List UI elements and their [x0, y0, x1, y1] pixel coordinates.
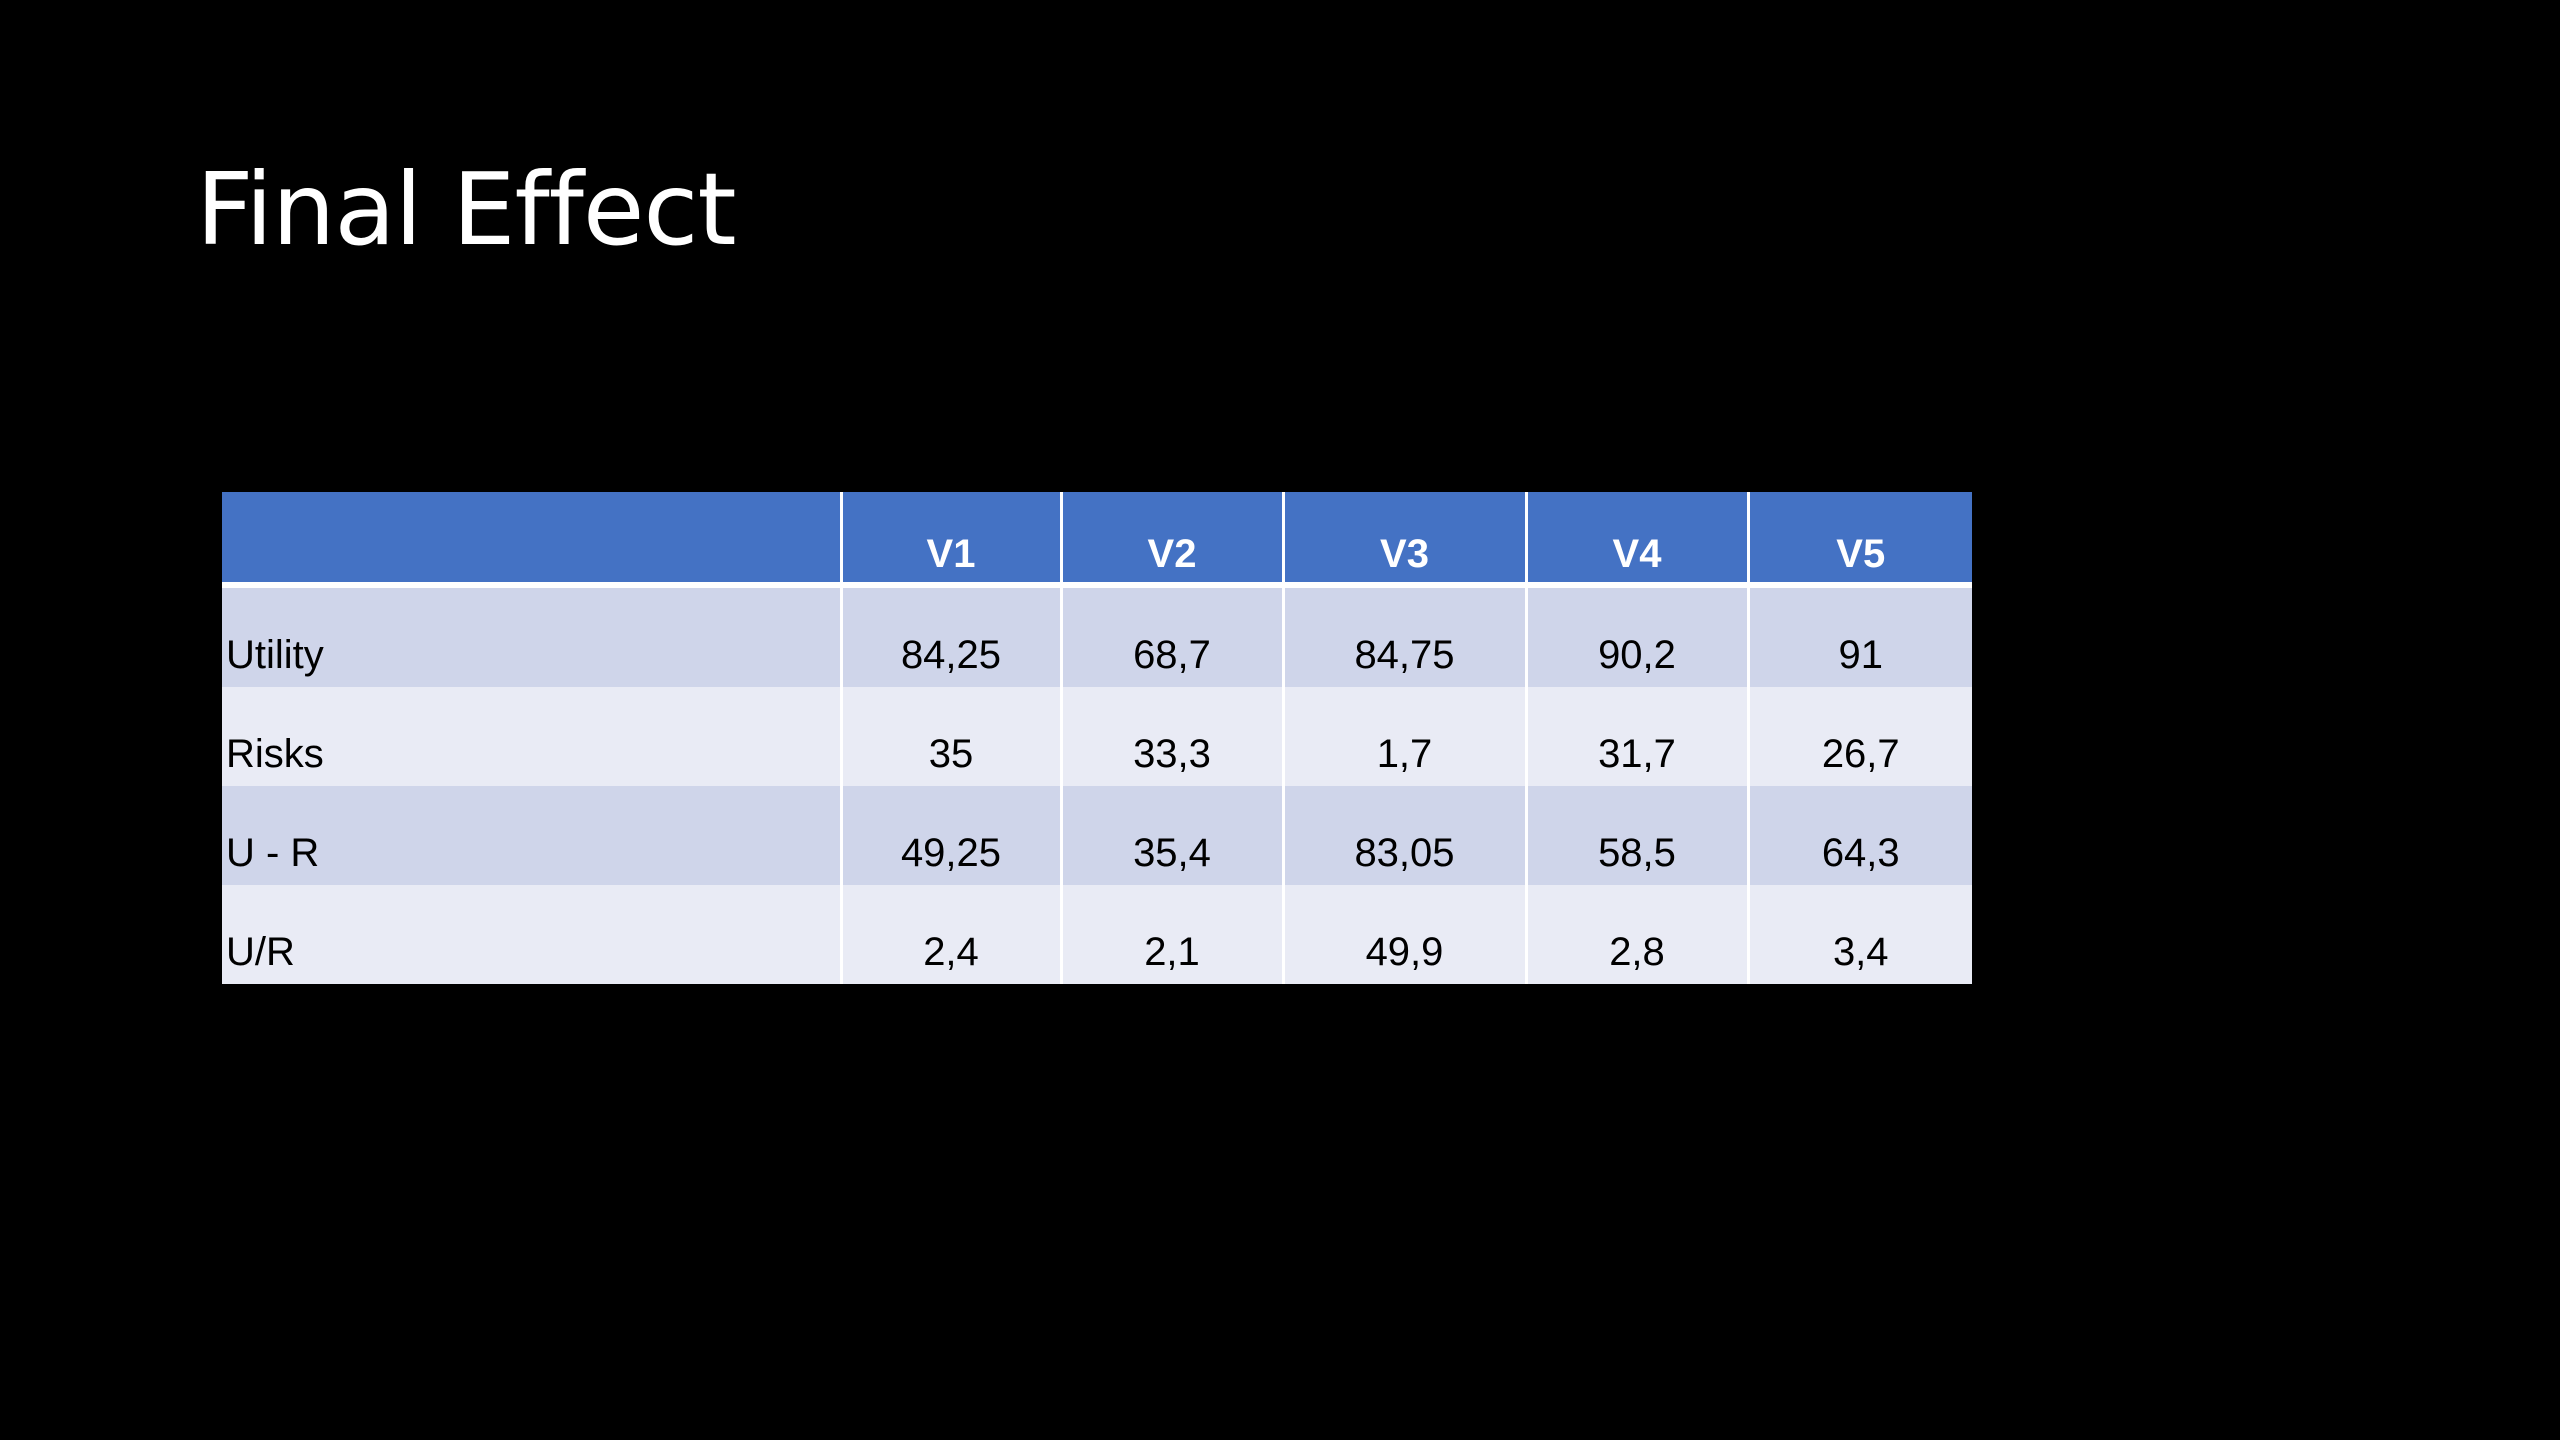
header-cell-v4: V4	[1526, 492, 1750, 588]
table-cell: 2,8	[1526, 885, 1750, 984]
table-cell: 2,1	[1061, 885, 1285, 984]
table-row-risks: Risks 35 33,3 1,7 31,7 26,7	[222, 687, 1972, 786]
header-cell-v5: V5	[1748, 492, 1972, 588]
row-label: Risks	[222, 687, 843, 786]
table-cell: 26,7	[1748, 687, 1972, 786]
table-cell: 1,7	[1283, 687, 1528, 786]
results-table: V1 V2 V3 V4 V5 Utility 84,25 68,7 84,75 …	[222, 492, 1972, 984]
header-cell-v2: V2	[1061, 492, 1285, 588]
table-cell: 31,7	[1526, 687, 1750, 786]
table-cell: 64,3	[1748, 786, 1972, 885]
table-cell: 3,4	[1748, 885, 1972, 984]
table-cell: 90,2	[1526, 585, 1750, 687]
table-cell: 49,9	[1283, 885, 1528, 984]
slide-title: Final Effect	[196, 151, 737, 268]
table-cell: 91	[1748, 585, 1972, 687]
table-cell: 2,4	[841, 885, 1063, 984]
header-cell-v1: V1	[841, 492, 1063, 588]
table-cell: 33,3	[1061, 687, 1285, 786]
row-label: U/R	[222, 885, 843, 984]
table-cell: 35,4	[1061, 786, 1285, 885]
table-cell: 58,5	[1526, 786, 1750, 885]
table-cell: 84,25	[841, 585, 1063, 687]
table-row-utility: Utility 84,25 68,7 84,75 90,2 91	[222, 585, 1972, 687]
row-label: U - R	[222, 786, 843, 885]
table-header-row: V1 V2 V3 V4 V5	[222, 492, 1972, 588]
header-cell-v3: V3	[1283, 492, 1528, 588]
row-label: Utility	[222, 585, 843, 687]
table-cell: 83,05	[1283, 786, 1528, 885]
table-cell: 68,7	[1061, 585, 1285, 687]
header-cell-empty	[222, 492, 843, 588]
table-row-u-minus-r: U - R 49,25 35,4 83,05 58,5 64,3	[222, 786, 1972, 885]
table-row-u-over-r: U/R 2,4 2,1 49,9 2,8 3,4	[222, 885, 1972, 984]
table-cell: 49,25	[841, 786, 1063, 885]
table-cell: 84,75	[1283, 585, 1528, 687]
table-cell: 35	[841, 687, 1063, 786]
